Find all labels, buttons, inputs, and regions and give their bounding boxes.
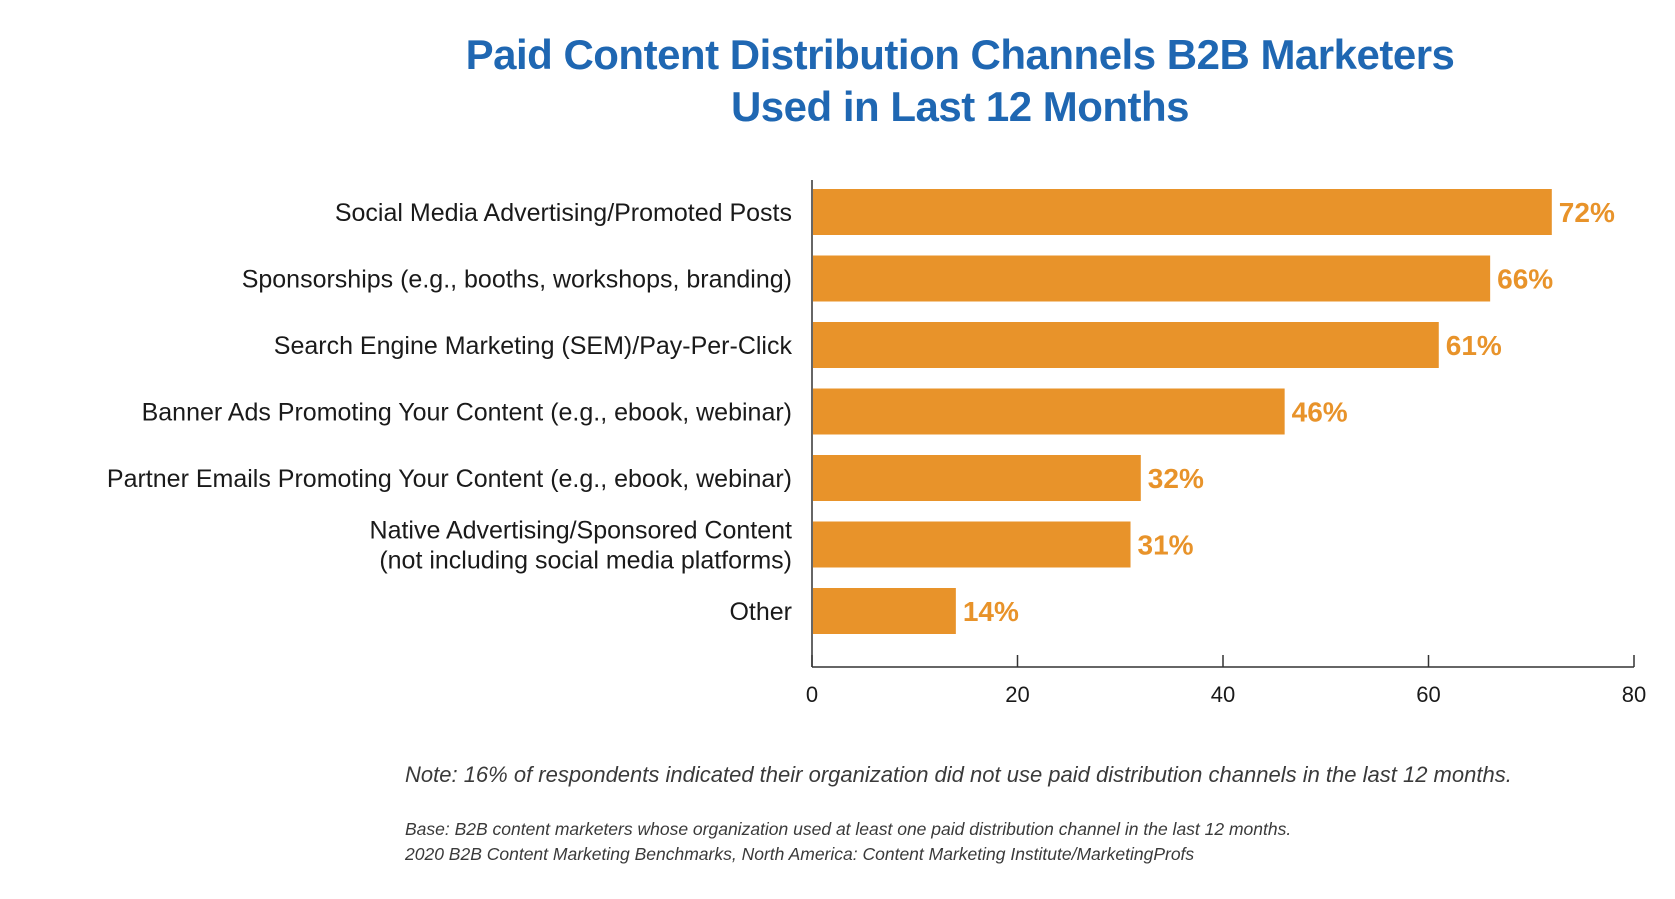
bar-5 [813,521,1131,568]
value-label-1: 66% [1497,264,1553,295]
bar-1 [813,255,1491,302]
x-tick-label-0: 0 [806,682,818,707]
chart-title-line-1: Paid Content Distribution Channels B2B M… [465,31,1455,78]
category-label-1: Sponsorships (e.g., booths, workshops, b… [242,266,792,294]
x-tick-label-4: 80 [1622,682,1646,707]
value-label-0: 72% [1559,197,1615,228]
category-label-0: Social Media Advertising/Promoted Posts [335,199,792,227]
category-label-2: Search Engine Marketing (SEM)/Pay-Per-Cl… [274,332,793,360]
x-tick-label-1: 20 [1005,682,1029,707]
value-label-6: 14% [963,596,1019,627]
chart-title-line-2: Used in Last 12 Months [730,83,1190,130]
value-label-4: 32% [1148,463,1204,494]
chart-source: 2020 B2B Content Marketing Benchmarks, N… [405,844,1195,864]
x-tick-label-2: 40 [1211,682,1235,707]
chart-note: Note: 16% of respondents indicated their… [405,762,1512,787]
bar-3 [813,388,1285,435]
bar-2 [813,322,1439,368]
bar-6 [813,588,956,634]
category-label-4: Partner Emails Promoting Your Content (e… [107,465,792,493]
value-label-2: 61% [1446,330,1502,361]
bar-0 [813,189,1552,235]
bar-4 [813,455,1141,501]
value-label-5: 31% [1138,530,1194,561]
chart-base-note: Base: B2B content marketers whose organi… [405,819,1292,839]
category-label-6: Other [729,598,792,626]
value-label-3: 46% [1292,397,1348,428]
category-label-5-line-1: (not including social media platforms) [379,547,792,575]
category-label-5-line-0: Native Advertising/Sponsored Content [370,517,793,545]
x-tick-label-3: 60 [1416,682,1440,707]
category-label-3: Banner Ads Promoting Your Content (e.g.,… [142,399,792,427]
